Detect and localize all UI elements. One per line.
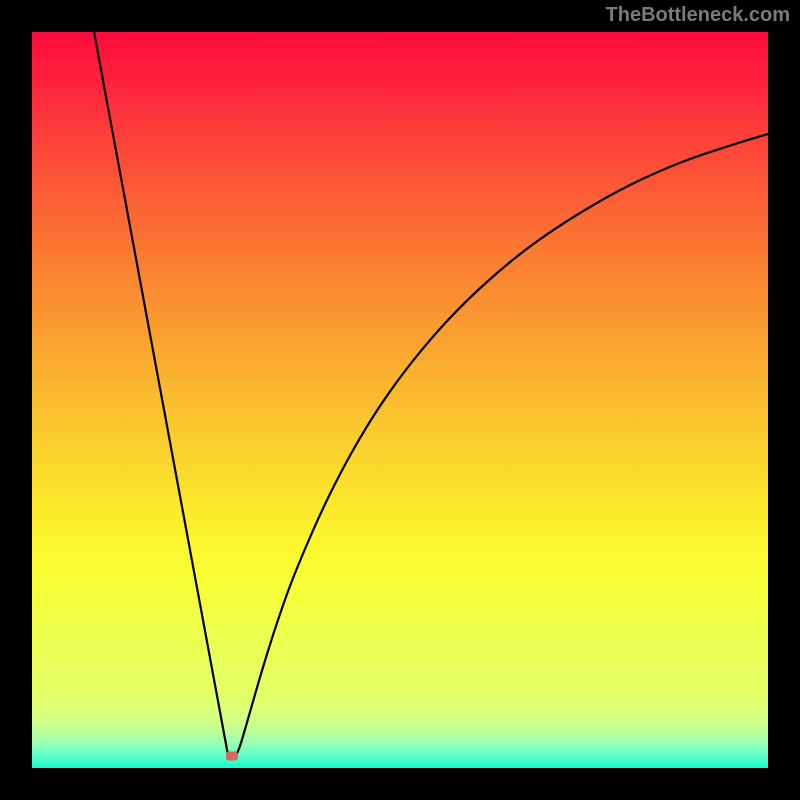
curve-path <box>94 32 768 757</box>
valley-marker <box>226 752 238 761</box>
plot-area <box>32 32 768 768</box>
bottleneck-curve <box>32 32 768 768</box>
watermark-text: TheBottleneck.com <box>606 4 790 27</box>
